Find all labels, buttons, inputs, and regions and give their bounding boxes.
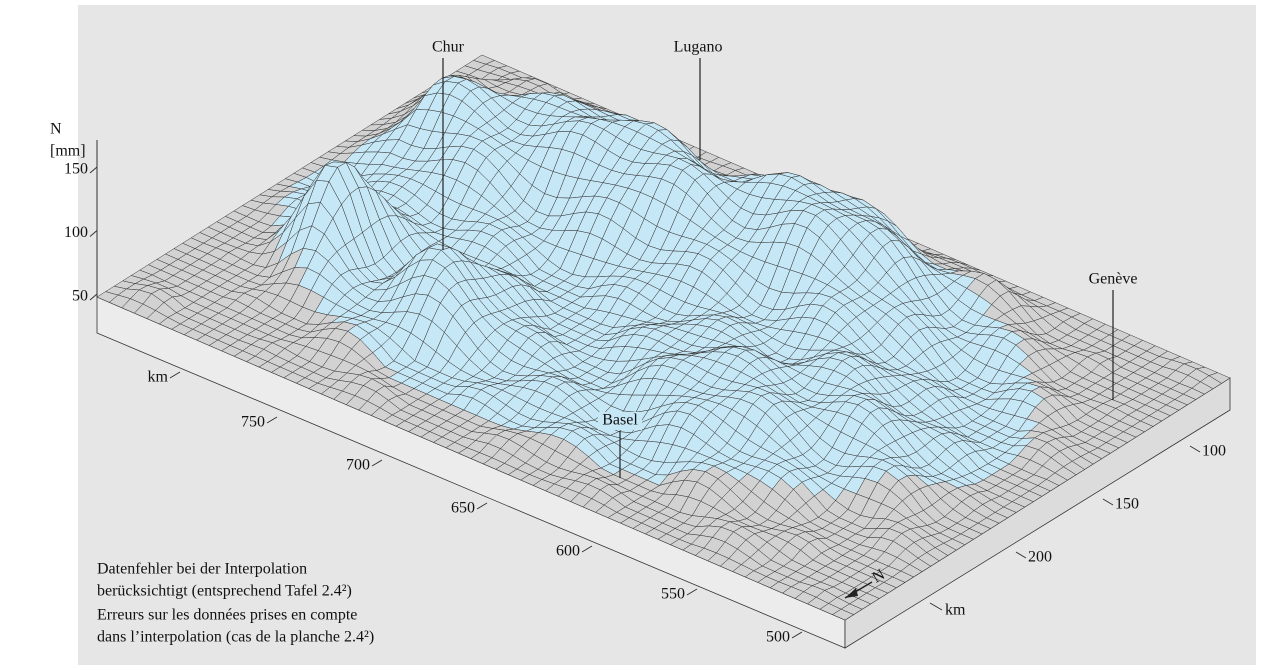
tick (1015, 551, 1027, 559)
x-tick-label: 550 (661, 586, 685, 603)
tick (1189, 445, 1201, 453)
z-axis-label: [mm] (50, 143, 86, 160)
x-tick-label: 500 (766, 629, 790, 646)
caption-line: Erreurs sur les données prises en compte (97, 607, 357, 624)
tick (686, 588, 698, 596)
x-tick-label: 700 (346, 457, 370, 474)
surface (96, 54, 1231, 621)
tick (169, 371, 181, 379)
annotations: N [mm] 50 100 150 500 550 600 650 700 750 km 100 150 2… (50, 39, 1226, 646)
label-bg (598, 412, 642, 430)
z-tick-label: 100 (64, 224, 88, 241)
tick (791, 631, 803, 639)
x-axis-label: km (148, 369, 169, 386)
tick (89, 166, 98, 174)
caption-line: berücksichtigt (entsprechend Tafel 2.4²) (97, 583, 352, 600)
place-label: Lugano (674, 39, 723, 56)
x-tick-label: 650 (451, 500, 475, 517)
caption-line: Datenfehler bei der Interpolation (97, 561, 307, 578)
z-tick-label: 50 (72, 288, 88, 305)
place-label: Genève (1089, 271, 1138, 288)
tick (581, 545, 593, 553)
tick (89, 293, 98, 301)
y-tick-label: 150 (1115, 496, 1139, 513)
tick (371, 459, 383, 467)
y-tick-label: 100 (1202, 443, 1226, 460)
mesh-cell (831, 608, 855, 621)
y-axis-label: km (945, 602, 966, 619)
place-label: Chur (432, 39, 465, 56)
caption-line: dans l’interpolation (cas de la planche … (97, 629, 374, 646)
tick (266, 416, 278, 424)
x-tick-label: 600 (556, 543, 580, 560)
z-axis-label: N (50, 121, 62, 138)
place-label: Basel (602, 412, 638, 429)
tick (929, 602, 943, 611)
z-tick-label: 150 (64, 161, 88, 178)
tick (1102, 498, 1114, 506)
tick (89, 230, 98, 237)
x-tick-label: 750 (241, 414, 265, 431)
y-tick-label: 200 (1028, 549, 1052, 566)
tick (476, 502, 488, 510)
